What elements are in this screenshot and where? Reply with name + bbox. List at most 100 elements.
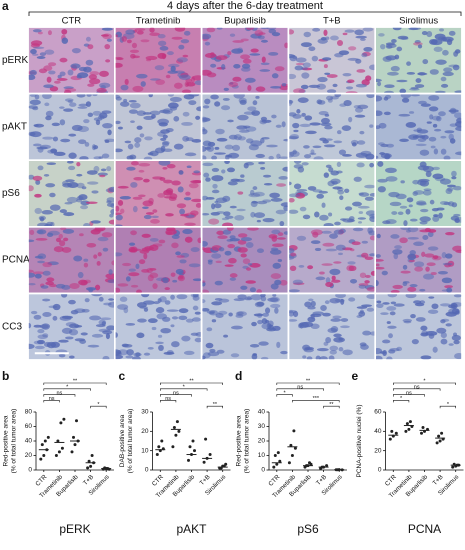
- cell-nucleus: [441, 251, 447, 259]
- row-label: CC3: [2, 321, 22, 332]
- cell-nucleus: [231, 48, 244, 54]
- column-label: T+B: [323, 16, 341, 27]
- cell-nucleus: [340, 218, 347, 221]
- cell-nucleus: [336, 186, 344, 192]
- cell-nucleus: [160, 327, 172, 334]
- cell-nucleus: [151, 215, 159, 219]
- data-point: [437, 434, 441, 438]
- cell-nucleus: [195, 332, 201, 337]
- cell-nucleus: [440, 76, 447, 82]
- cell-nucleus: [196, 106, 201, 112]
- cell-nucleus: [80, 205, 89, 210]
- cell-nucleus: [202, 195, 209, 201]
- cell-nucleus: [278, 156, 288, 159]
- cell-nucleus: [227, 181, 238, 186]
- cell-nucleus: [270, 85, 282, 89]
- y-tick-label: 80: [25, 409, 33, 416]
- cell-nucleus: [309, 152, 317, 156]
- cell-nucleus: [338, 347, 344, 352]
- significance-bracket: [393, 382, 456, 385]
- cell-nucleus: [86, 170, 98, 175]
- cell-nucleus: [376, 355, 383, 360]
- cell-nucleus: [214, 203, 222, 209]
- cell-nucleus: [47, 149, 57, 154]
- cell-nucleus: [370, 270, 375, 276]
- cell-nucleus: [289, 112, 297, 117]
- cell-nucleus: [155, 341, 164, 345]
- cell-nucleus: [408, 259, 416, 263]
- cell-nucleus: [429, 69, 439, 75]
- cell-nucleus: [250, 294, 263, 301]
- y-tick-label: 0: [145, 467, 149, 474]
- cell-nucleus: [284, 42, 288, 49]
- cell-nucleus: [99, 70, 109, 77]
- cell-nucleus: [249, 287, 256, 293]
- cell-nucleus: [63, 212, 75, 217]
- cell-nucleus: [433, 46, 443, 52]
- cell-nucleus: [206, 27, 216, 33]
- cell-nucleus: [91, 190, 99, 194]
- cell-nucleus: [315, 355, 321, 360]
- cell-nucleus: [324, 300, 330, 305]
- cell-nucleus: [308, 46, 316, 52]
- cell-nucleus: [202, 247, 206, 250]
- cell-nucleus: [357, 205, 370, 209]
- cell-nucleus: [136, 110, 146, 116]
- cell-nucleus: [138, 194, 146, 198]
- cell-nucleus: [215, 260, 222, 264]
- cell-nucleus: [30, 40, 43, 46]
- cell-nucleus: [323, 172, 329, 178]
- cell-nucleus: [50, 341, 60, 348]
- micrograph: [202, 161, 288, 226]
- cell-nucleus: [430, 145, 436, 149]
- cell-nucleus: [260, 27, 269, 30]
- cell-nucleus: [312, 27, 321, 32]
- data-point: [193, 449, 196, 453]
- cell-nucleus: [87, 112, 94, 117]
- cell-nucleus: [445, 231, 455, 236]
- cell-nucleus: [232, 144, 241, 151]
- cell-nucleus: [419, 288, 426, 292]
- cell-nucleus: [419, 229, 431, 233]
- cell-nucleus: [316, 193, 324, 199]
- panel-label: b: [2, 369, 9, 383]
- cell-nucleus: [150, 78, 161, 81]
- cell-nucleus: [245, 280, 256, 284]
- cell-nucleus: [413, 190, 425, 195]
- cell-nucleus: [442, 49, 449, 56]
- cell-nucleus: [197, 237, 201, 244]
- cell-nucleus: [28, 74, 36, 80]
- header: 4 days after the 6-day treatment: [167, 0, 323, 12]
- cell-nucleus: [132, 356, 141, 360]
- cell-nucleus: [369, 253, 375, 257]
- cell-nucleus: [150, 219, 160, 224]
- cell-nucleus: [158, 161, 171, 166]
- cell-nucleus: [344, 29, 355, 33]
- data-point: [72, 435, 75, 439]
- cell-nucleus: [304, 346, 314, 351]
- cell-nucleus: [426, 262, 436, 267]
- cell-nucleus: [34, 94, 40, 100]
- cell-nucleus: [76, 173, 83, 177]
- cell-nucleus: [306, 356, 313, 360]
- cell-nucleus: [409, 27, 421, 30]
- cell-nucleus: [324, 125, 333, 130]
- cell-nucleus: [134, 142, 141, 148]
- cell-nucleus: [101, 27, 113, 31]
- cell-nucleus: [42, 298, 51, 302]
- cell-nucleus: [392, 284, 403, 289]
- data-point: [208, 453, 212, 457]
- cell-nucleus: [190, 247, 200, 253]
- cell-nucleus: [389, 201, 402, 207]
- cell-nucleus: [210, 63, 217, 68]
- cell-nucleus: [231, 84, 239, 89]
- cell-nucleus: [427, 309, 439, 314]
- cell-nucleus: [420, 208, 429, 213]
- cell-nucleus: [85, 59, 94, 66]
- cell-nucleus: [421, 30, 428, 36]
- cell-nucleus: [44, 223, 53, 226]
- cell-nucleus: [37, 260, 45, 264]
- cell-nucleus: [173, 116, 180, 122]
- cell-nucleus: [347, 57, 359, 61]
- cell-nucleus: [320, 117, 330, 124]
